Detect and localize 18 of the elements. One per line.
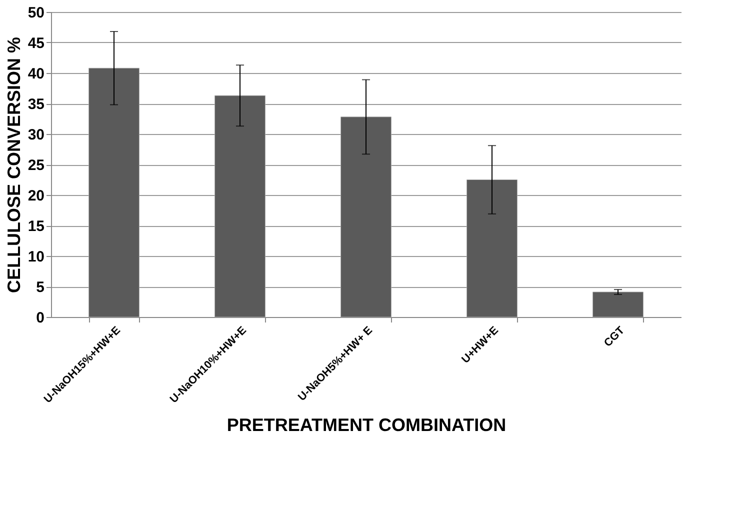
y-tick-label: 0 — [36, 310, 44, 326]
y-tick-label: 25 — [28, 157, 44, 174]
y-tick-label: 5 — [36, 279, 44, 296]
y-tick-label: 50 — [28, 4, 44, 22]
y-tick-label: 45 — [28, 35, 44, 52]
bar — [88, 68, 140, 318]
y-tick-label: 35 — [28, 96, 44, 113]
bar — [592, 292, 644, 318]
y-tick-label: 40 — [28, 66, 44, 82]
y-tick-label: 30 — [28, 126, 44, 144]
y-tick-label: 20 — [28, 188, 44, 204]
y-axis-title: CELLULOSE CONVERSION % — [4, 36, 24, 294]
y-tick-label: 15 — [28, 218, 44, 235]
bar — [214, 95, 266, 318]
bar — [340, 116, 392, 318]
x-axis-title: PRETREATMENT COMBINATION — [226, 414, 506, 435]
y-tick-label: 10 — [28, 248, 44, 266]
bar — [466, 180, 518, 318]
